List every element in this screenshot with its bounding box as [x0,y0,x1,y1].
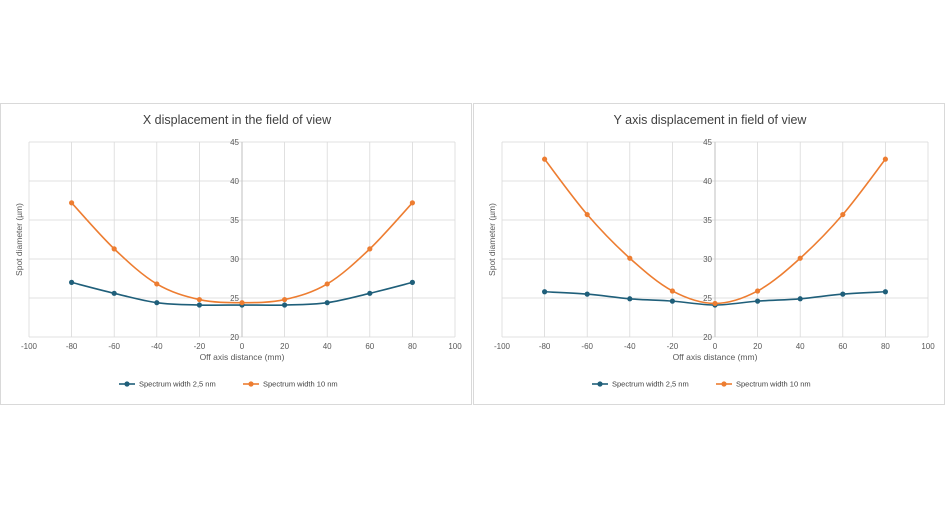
data-point [542,289,548,295]
x-tick-label: 20 [280,342,289,351]
y-tick-label: 25 [703,294,712,303]
chart-y-displacement: Y axis displacement in field of view -100… [487,113,935,389]
data-point [409,200,415,206]
data-point [882,289,888,295]
chart-panel-x-displacement: X displacement in the field of view -100 -… [0,103,472,405]
data-point [324,300,330,306]
y-axis-label: Spot diameter (µm) [14,203,24,276]
x-tick-label: 40 [323,342,332,351]
x-tick-label: 60 [838,342,847,351]
data-point [154,281,160,287]
chart-x-displacement: X displacement in the field of view -100 -… [14,113,462,389]
x-tick-label: 100 [921,342,935,351]
data-point [627,296,633,302]
data-point [584,291,590,297]
x-tick-label: -60 [581,342,593,351]
y-tick-label: 40 [703,177,712,186]
x-tick-label: -40 [151,342,163,351]
legend-marker-dot [597,381,603,387]
data-point [282,296,288,303]
data-point [367,246,373,252]
data-point [111,290,117,296]
x-tick-label: 80 [408,342,417,351]
data-point [367,290,373,296]
x-tick-label: -80 [539,342,551,351]
chart-title: X displacement in the field of view [143,113,332,127]
x-tick-label: -100 [21,342,38,351]
x-tick-label: -100 [494,342,511,351]
data-point [154,300,160,306]
x-axis-label: Off axis distance (mm) [200,352,285,362]
x-tick-label: -20 [194,342,206,351]
data-point [542,156,548,162]
x-axis-label: Off axis distance (mm) [673,352,758,362]
data-point [840,211,846,218]
data-point [69,200,75,206]
data-point [797,296,803,302]
data-point [111,246,117,252]
data-point [882,156,888,162]
data-point [584,211,590,218]
chart-panel-y-displacement: Y axis displacement in field of view -100… [473,103,945,405]
x-tick-label: 0 [240,342,245,351]
legend-marker-dot [124,381,130,387]
data-point [840,291,846,297]
legend-label: Spectrum width 2,5 nm [139,380,216,389]
x-tick-label: 20 [753,342,762,351]
data-point [196,296,202,303]
data-point [69,279,75,285]
legend-marker-dot [248,381,254,387]
legend-label: Spectrum width 2,5 nm [612,380,689,389]
legend-label: Spectrum width 10 nm [263,380,338,389]
x-tick-label: 60 [365,342,374,351]
data-point [669,298,675,304]
x-tick-label: -40 [624,342,636,351]
x-tick-label: 80 [881,342,890,351]
y-tick-label: 20 [230,333,239,342]
data-point [712,300,718,307]
data-point [755,298,761,304]
data-point [755,288,761,294]
x-tick-label: -20 [667,342,679,351]
y-tick-label: 35 [230,216,239,225]
chart-title: Y axis displacement in field of view [614,113,808,127]
x-tick-label: -60 [108,342,120,351]
y-tick-label: 30 [703,255,712,264]
legend-label: Spectrum width 10 nm [736,380,811,389]
y-axis-label: Spot diameter (µm) [487,203,497,276]
data-point [282,302,288,308]
y-tick-label: 45 [703,138,712,147]
y-tick-label: 45 [230,138,239,147]
data-point [324,281,330,287]
data-point [797,255,803,261]
x-tick-label: 100 [448,342,462,351]
data-point [196,302,202,308]
y-tick-label: 25 [230,294,239,303]
y-tick-label: 40 [230,177,239,186]
y-tick-label: 20 [703,333,712,342]
x-tick-label: 0 [713,342,718,351]
data-point [239,300,245,306]
y-tick-label: 35 [703,216,712,225]
data-point [627,255,633,261]
data-point [409,279,415,285]
x-tick-label: 40 [796,342,805,351]
x-tick-label: -80 [66,342,78,351]
legend-marker-dot [721,381,727,387]
data-point [669,288,675,294]
y-tick-label: 30 [230,255,239,264]
